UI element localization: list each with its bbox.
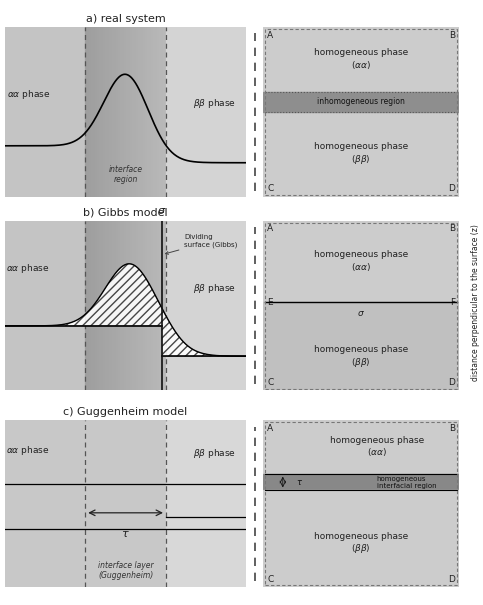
- Text: interface
region: interface region: [109, 165, 142, 185]
- Bar: [85, 221, 166, 390]
- Text: $\sigma$: $\sigma$: [357, 309, 365, 318]
- Text: A: A: [267, 31, 273, 39]
- Text: homogeneous
interfacial region: homogeneous interfacial region: [377, 476, 436, 488]
- Bar: [263, 474, 459, 490]
- Text: c) Guggenheim model: c) Guggenheim model: [63, 407, 188, 417]
- Text: E: E: [267, 298, 273, 307]
- Text: A: A: [267, 424, 273, 433]
- Bar: [263, 302, 459, 390]
- Text: homogeneous phase
($\beta\beta$): homogeneous phase ($\beta\beta$): [314, 532, 408, 555]
- Text: C: C: [267, 378, 273, 387]
- Text: $\sigma$: $\sigma$: [157, 206, 167, 216]
- Text: B: B: [449, 224, 455, 233]
- Text: distance perpendicular to the surface (z): distance perpendicular to the surface (z…: [471, 224, 480, 381]
- Bar: [263, 420, 459, 474]
- Text: $\beta\beta$ phase: $\beta\beta$ phase: [193, 97, 236, 110]
- Text: homogeneous phase
($\beta\beta$): homogeneous phase ($\beta\beta$): [314, 345, 408, 368]
- Text: $\alpha\alpha$ phase: $\alpha\alpha$ phase: [6, 444, 49, 457]
- Text: D: D: [448, 185, 455, 193]
- Bar: [263, 490, 459, 587]
- Text: $\tau$: $\tau$: [121, 529, 130, 540]
- Text: B: B: [449, 424, 455, 433]
- Text: A: A: [267, 224, 273, 233]
- Bar: [263, 91, 459, 112]
- Text: $\tau$: $\tau$: [297, 477, 304, 486]
- Text: F: F: [450, 298, 455, 307]
- Bar: [85, 27, 166, 197]
- Bar: [5, 27, 85, 197]
- Text: homogeneous phase
($\alpha\alpha$): homogeneous phase ($\alpha\alpha$): [329, 436, 424, 459]
- Text: $\alpha\alpha$ phase: $\alpha\alpha$ phase: [6, 262, 49, 275]
- Text: D: D: [448, 575, 455, 583]
- Text: homogeneous phase
($\alpha\alpha$): homogeneous phase ($\alpha\alpha$): [314, 48, 408, 71]
- Text: D: D: [448, 378, 455, 387]
- Bar: [5, 221, 85, 390]
- Text: homogeneous phase
($\beta\beta$): homogeneous phase ($\beta\beta$): [314, 142, 408, 166]
- Text: inhomogeneous region: inhomogeneous region: [317, 97, 405, 106]
- Text: C: C: [267, 575, 273, 583]
- Text: $\beta\beta$ phase: $\beta\beta$ phase: [193, 447, 236, 460]
- Text: b) Gibbs model: b) Gibbs model: [83, 208, 168, 218]
- Bar: [166, 420, 246, 587]
- Text: $\beta\beta$ phase: $\beta\beta$ phase: [193, 282, 236, 295]
- Text: $\alpha\alpha$ phase: $\alpha\alpha$ phase: [7, 88, 51, 102]
- Text: homogeneous phase
($\alpha\alpha$): homogeneous phase ($\alpha\alpha$): [314, 250, 408, 273]
- Text: interface layer
(Guggenheim): interface layer (Guggenheim): [98, 560, 154, 580]
- Bar: [166, 221, 246, 390]
- Text: C: C: [267, 185, 273, 193]
- Text: a) real system: a) real system: [85, 14, 166, 24]
- Bar: [166, 27, 246, 197]
- Text: B: B: [449, 31, 455, 39]
- Text: Dividing
surface (Gibbs): Dividing surface (Gibbs): [166, 234, 238, 254]
